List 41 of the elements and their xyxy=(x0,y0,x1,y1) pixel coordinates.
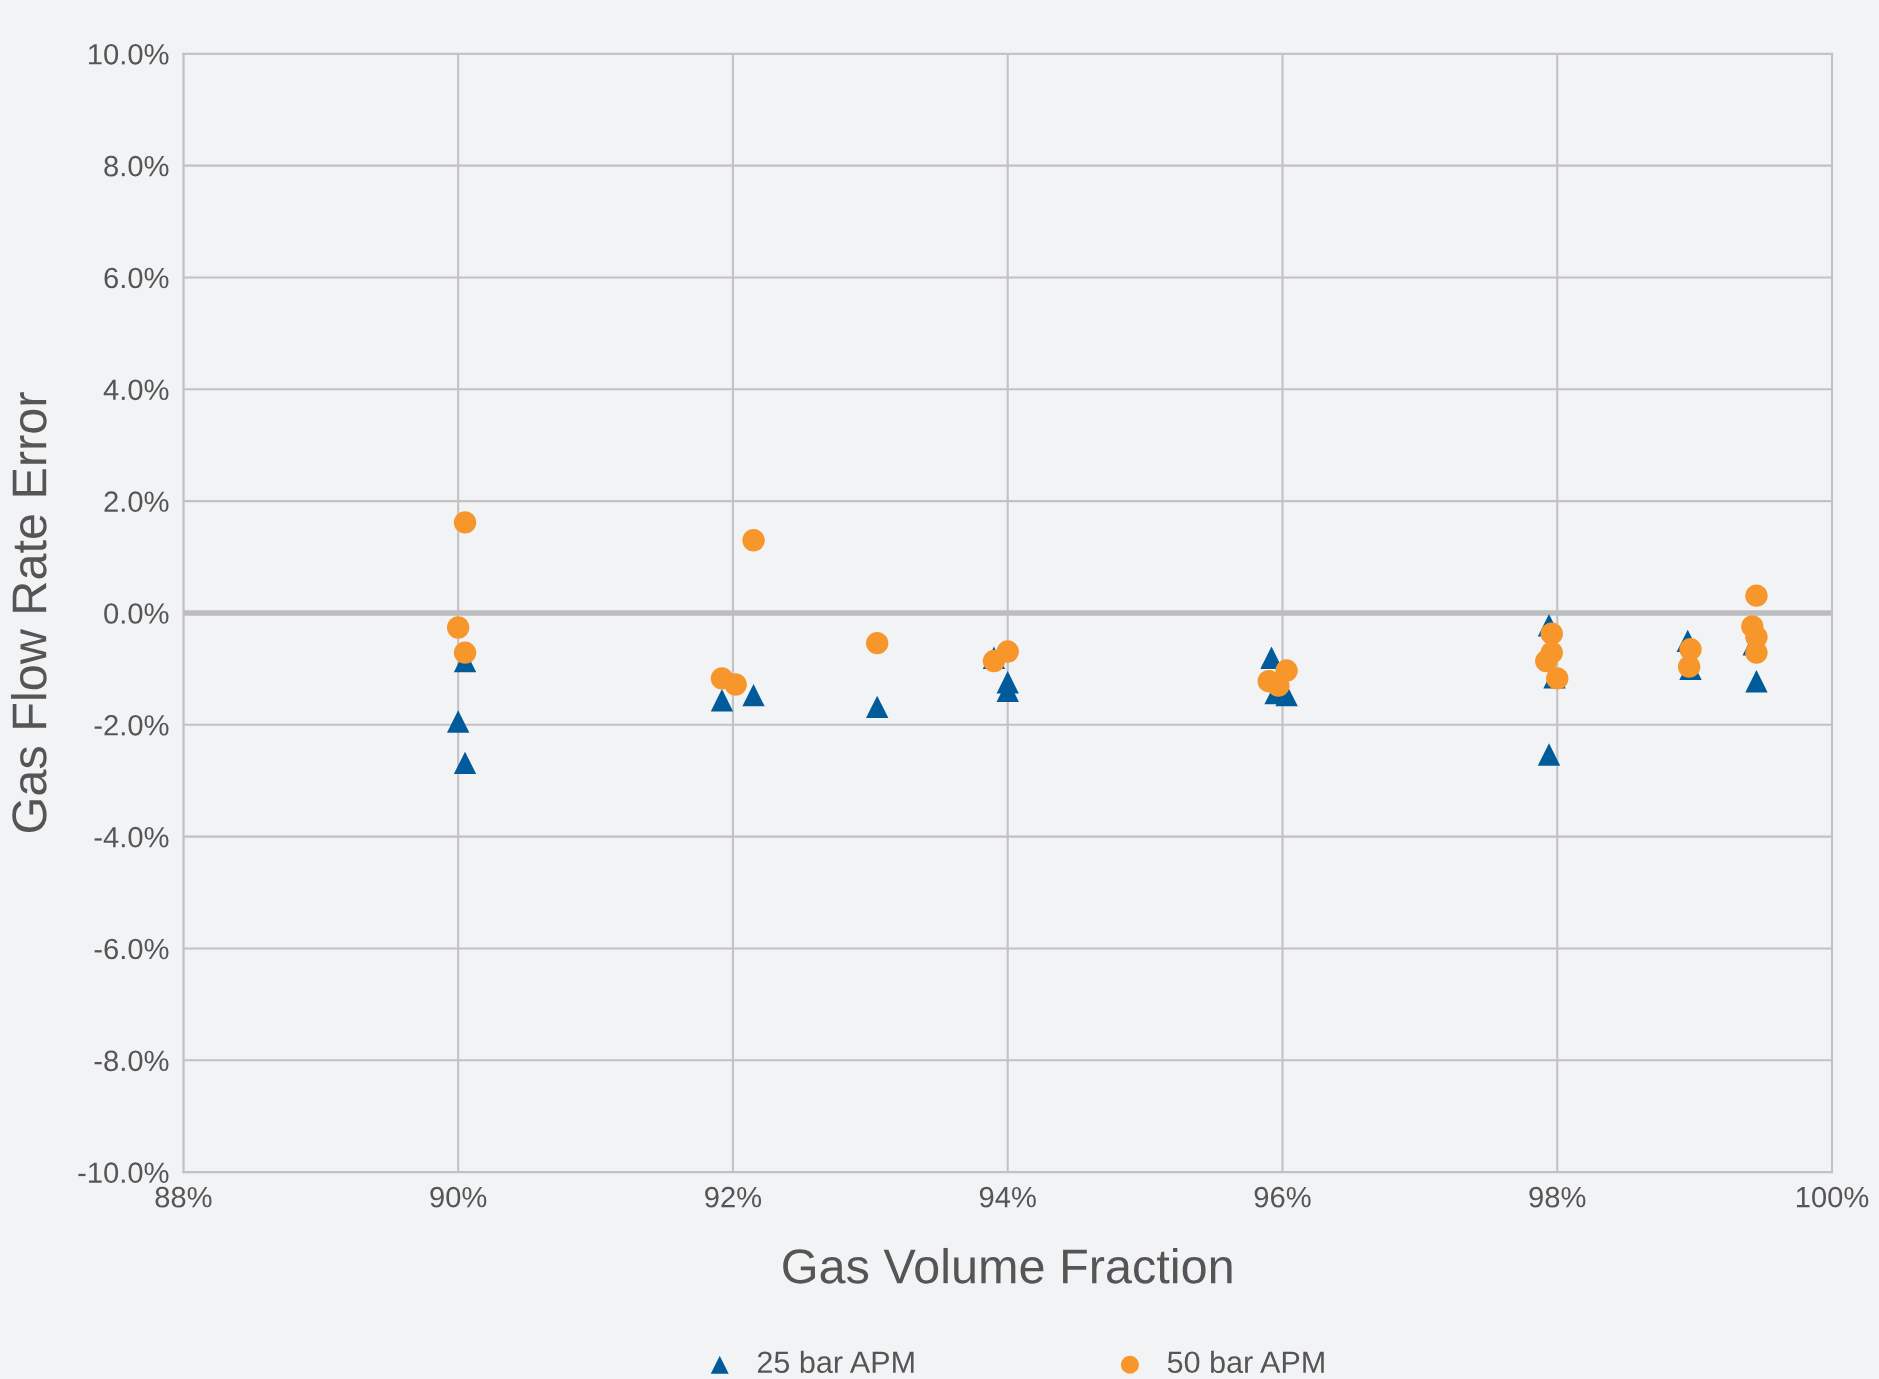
point xyxy=(1275,659,1298,682)
point xyxy=(996,640,1019,663)
point xyxy=(724,673,747,696)
legend-label: 50 bar APM xyxy=(1167,1350,1324,1374)
point xyxy=(1745,669,1768,693)
point xyxy=(1537,743,1561,766)
point xyxy=(742,683,765,707)
point xyxy=(742,529,765,552)
y-tick-label: -4.0% xyxy=(94,826,169,848)
point xyxy=(865,631,889,655)
point xyxy=(453,751,477,775)
x-axis-title: Gas Volume Fraction xyxy=(783,1247,1232,1284)
point xyxy=(453,641,477,664)
y-tick-label: -6.0% xyxy=(94,938,169,960)
y-tick-label: 6.0% xyxy=(104,267,169,289)
x-tick-label: 100% xyxy=(1796,1186,1869,1208)
point xyxy=(1540,622,1563,645)
point xyxy=(1535,649,1558,673)
point xyxy=(1745,584,1768,607)
x-tick-label: 88% xyxy=(155,1186,212,1208)
y-tick-label: 4.0% xyxy=(103,379,169,401)
y-tick-label: 2.0% xyxy=(104,491,169,512)
x-tick-label: 98% xyxy=(1529,1186,1586,1208)
x-tick-label: 96% xyxy=(1254,1186,1311,1208)
legend-label: 25 bar APM xyxy=(757,1350,914,1374)
point xyxy=(446,710,470,733)
y-tick-label: 8.0% xyxy=(104,155,169,177)
y-tick-label: -2.0% xyxy=(94,715,169,736)
y-axis-title: Gas Flow Rate Error xyxy=(10,392,47,833)
y-tick-label: 0.0% xyxy=(104,603,169,624)
y-tick-label: 10.0% xyxy=(89,43,169,65)
point xyxy=(453,511,477,534)
point xyxy=(1745,641,1768,664)
point xyxy=(446,616,470,639)
point xyxy=(710,689,734,712)
x-tick-label: 94% xyxy=(979,1186,1036,1208)
x-tick-label: 92% xyxy=(705,1186,762,1208)
y-tick-label: -8.0% xyxy=(94,1050,169,1072)
y-tick-label: -10.0% xyxy=(78,1162,169,1184)
point xyxy=(865,695,889,719)
x-tick-label: 90% xyxy=(430,1186,487,1208)
